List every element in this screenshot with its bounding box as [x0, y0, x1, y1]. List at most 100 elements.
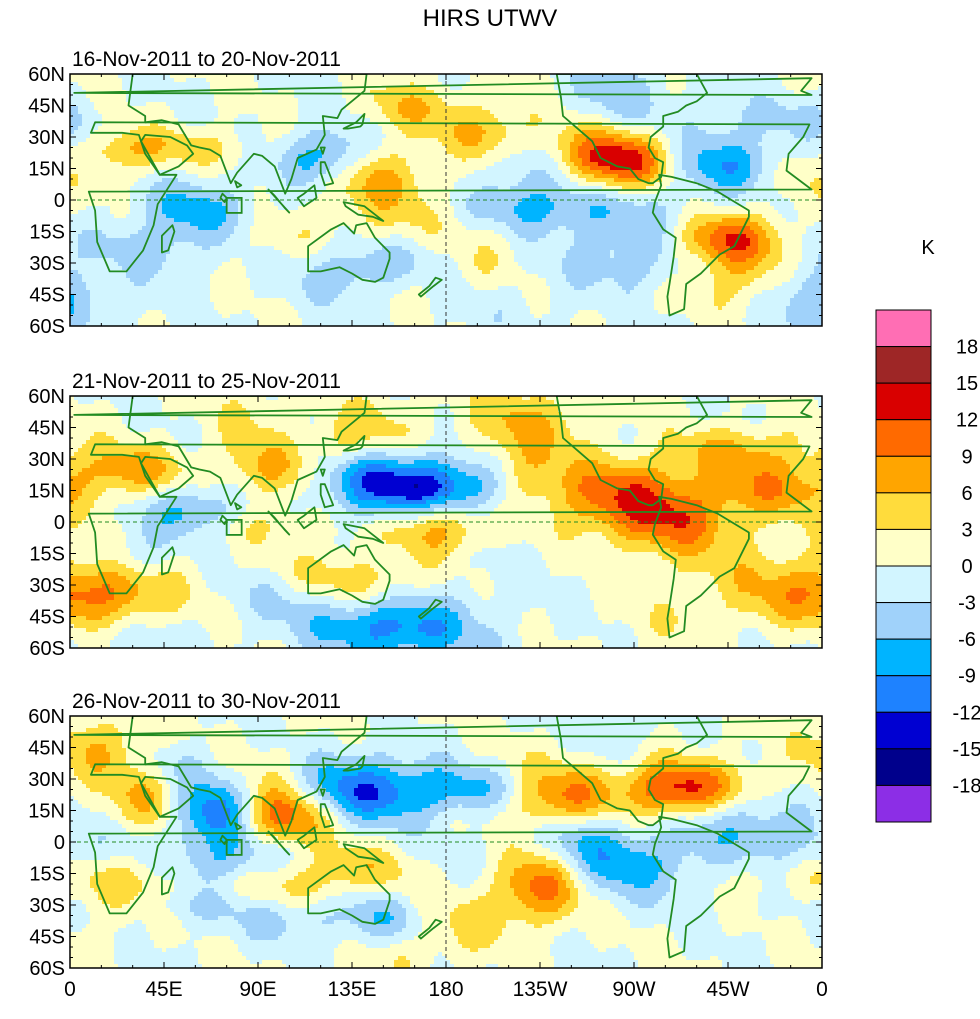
field-cell: [214, 90, 218, 94]
field-cell: [678, 118, 682, 122]
field-cell: [746, 146, 750, 150]
field-cell: [598, 150, 602, 154]
field-cell: [610, 130, 614, 134]
field-cell: [98, 122, 102, 126]
field-cell: [774, 94, 778, 98]
field-cell: [114, 138, 118, 142]
field-cell: [90, 94, 94, 98]
field-cell: [554, 166, 558, 170]
field-cell: [522, 142, 526, 146]
field-cell: [498, 118, 502, 122]
field-cell: [94, 114, 98, 118]
field-cell: [146, 170, 150, 174]
field-cell: [546, 94, 550, 98]
field-cell: [518, 110, 522, 114]
field-cell: [174, 102, 178, 106]
field-cell: [234, 98, 238, 102]
field-cell: [218, 170, 222, 174]
field-cell: [330, 150, 334, 154]
field-cell: [318, 82, 322, 86]
field-cell: [666, 118, 670, 122]
field-cell: [790, 162, 794, 166]
field-cell: [770, 82, 774, 86]
field-cell: [382, 178, 386, 182]
field-cell: [774, 102, 778, 106]
field-cell: [686, 154, 690, 158]
field-cell: [534, 134, 538, 138]
field-cell: [594, 150, 598, 154]
field-cell: [706, 102, 710, 106]
field-cell: [202, 106, 206, 110]
field-cell: [322, 102, 326, 106]
field-cell: [254, 82, 258, 86]
field-cell: [110, 158, 114, 162]
field-cell: [574, 86, 578, 90]
field-cell: [718, 102, 722, 106]
field-cell: [366, 178, 370, 182]
field-cell: [438, 154, 442, 158]
field-cell: [602, 150, 606, 154]
field-cell: [318, 158, 322, 162]
field-cell: [774, 150, 778, 154]
field-cell: [78, 118, 82, 122]
field-cell: [346, 166, 350, 170]
field-cell: [138, 178, 142, 182]
field-cell: [330, 74, 334, 78]
field-cell: [190, 126, 194, 130]
field-cell: [98, 118, 102, 122]
field-cell: [238, 74, 242, 78]
field-cell: [94, 146, 98, 150]
field-cell: [218, 114, 222, 118]
field-cell: [642, 126, 646, 130]
field-cell: [318, 94, 322, 98]
field-cell: [646, 90, 650, 94]
field-cell: [474, 174, 478, 178]
field-cell: [266, 110, 270, 114]
field-cell: [398, 110, 402, 114]
field-cell: [514, 126, 518, 130]
field-cell: [234, 134, 238, 138]
field-cell: [390, 74, 394, 78]
field-cell: [770, 146, 774, 150]
field-cell: [646, 158, 650, 162]
field-cell: [634, 86, 638, 90]
field-cell: [246, 74, 250, 78]
field-cell: [154, 110, 158, 114]
field-cell: [406, 158, 410, 162]
field-cell: [814, 106, 818, 110]
field-cell: [710, 166, 714, 170]
field-cell: [258, 114, 262, 118]
field-cell: [118, 134, 122, 138]
field-cell: [382, 74, 386, 78]
field-cell: [174, 134, 178, 138]
field-cell: [454, 114, 458, 118]
field-cell: [154, 82, 158, 86]
field-cell: [378, 178, 382, 182]
field-cell: [474, 178, 478, 182]
field-cell: [294, 114, 298, 118]
field-cell: [250, 106, 254, 110]
field-cell: [122, 134, 126, 138]
field-cell: [210, 106, 214, 110]
field-cell: [674, 126, 678, 130]
field-cell: [474, 74, 478, 78]
field-cell: [158, 106, 162, 110]
field-cell: [798, 126, 802, 130]
field-cell: [338, 126, 342, 130]
field-cell: [166, 74, 170, 78]
field-cell: [762, 106, 766, 110]
field-cell: [358, 82, 362, 86]
field-cell: [506, 130, 510, 134]
field-cell: [310, 158, 314, 162]
field-cell: [718, 134, 722, 138]
field-cell: [198, 154, 202, 158]
field-cell: [386, 150, 390, 154]
field-cell: [402, 174, 406, 178]
field-cell: [82, 178, 86, 182]
field-cell: [482, 110, 486, 114]
field-cell: [154, 106, 158, 110]
field-cell: [810, 162, 814, 166]
field-cell: [410, 178, 414, 182]
field-cell: [314, 174, 318, 178]
field-cell: [286, 114, 290, 118]
